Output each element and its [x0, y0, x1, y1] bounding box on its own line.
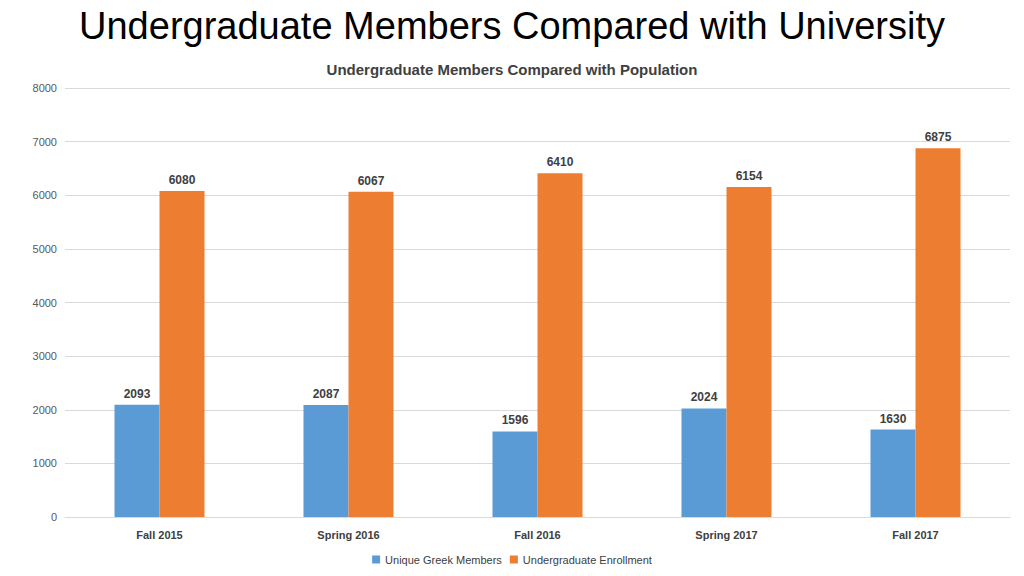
- svg-text:Unique Greek Members: Unique Greek Members: [385, 554, 502, 566]
- svg-text:7000: 7000: [33, 136, 57, 148]
- svg-text:5000: 5000: [33, 243, 57, 255]
- svg-text:Undergraduate Members Compared: Undergraduate Members Compared with Univ…: [79, 5, 945, 47]
- svg-text:Undergraduate Members Compared: Undergraduate Members Compared with Popu…: [327, 61, 698, 78]
- svg-text:2024: 2024: [691, 390, 718, 404]
- svg-text:6875: 6875: [925, 130, 952, 144]
- svg-text:Spring 2016: Spring 2016: [317, 529, 379, 541]
- svg-text:1630: 1630: [880, 412, 907, 426]
- svg-text:8000: 8000: [33, 82, 57, 94]
- svg-text:Fall 2015: Fall 2015: [136, 529, 182, 541]
- svg-text:2000: 2000: [33, 404, 57, 416]
- svg-text:6067: 6067: [358, 174, 385, 188]
- svg-text:6154: 6154: [736, 169, 763, 183]
- svg-text:Spring 2017: Spring 2017: [695, 529, 757, 541]
- svg-text:Undergraduate Enrollment: Undergraduate Enrollment: [523, 554, 652, 566]
- svg-text:6000: 6000: [33, 189, 57, 201]
- svg-text:2093: 2093: [124, 387, 151, 401]
- svg-text:Fall 2016: Fall 2016: [514, 529, 560, 541]
- svg-text:6080: 6080: [169, 173, 196, 187]
- svg-text:6410: 6410: [547, 155, 574, 169]
- svg-text:1596: 1596: [502, 413, 529, 427]
- svg-text:1000: 1000: [33, 457, 57, 469]
- svg-text:3000: 3000: [33, 350, 57, 362]
- svg-text:2087: 2087: [313, 387, 340, 401]
- svg-text:4000: 4000: [33, 297, 57, 309]
- svg-text:Fall 2017: Fall 2017: [892, 529, 938, 541]
- svg-text:0: 0: [51, 511, 57, 523]
